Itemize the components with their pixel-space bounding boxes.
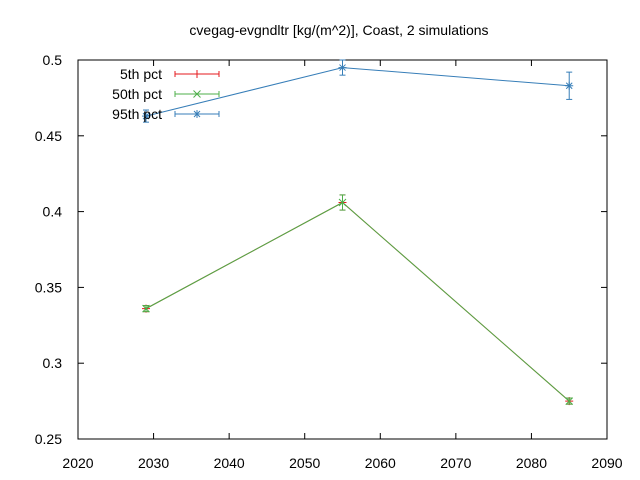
y-tick-label: 0.4 (43, 204, 63, 220)
marker-stroke (565, 397, 574, 405)
y-tick-label: 0.35 (35, 279, 62, 295)
chart-title: cvegag-evgndltr [kg/(m^2)], Coast, 2 sim… (189, 22, 488, 38)
legend-label: 50th pct (112, 86, 162, 102)
x-tick-label: 2040 (214, 455, 245, 471)
x-tick-label: 2020 (62, 455, 93, 471)
y-tick-label: 0.45 (35, 128, 62, 144)
x-tick-label: 2060 (365, 455, 396, 471)
legend-item: 5th pct (120, 66, 220, 82)
x-tick-label: 2030 (138, 455, 169, 471)
legend-item: 50th pct (112, 86, 220, 102)
series-line (145, 201, 570, 402)
legend-marker (193, 110, 201, 118)
legend-label: 95th pct (112, 106, 162, 122)
y-tick-label: 0.25 (35, 431, 62, 447)
data-point (565, 397, 574, 405)
axes: 2020 2030 2040 2050 2060 2070 2080 2090 0.25 0.3 0… (35, 52, 623, 471)
x-tick-label: 2090 (591, 455, 622, 471)
data-point (565, 81, 574, 90)
legend-item: 95th pct (112, 106, 220, 122)
y-tick-label: 0.5 (43, 52, 63, 68)
y-tick-label: 0.3 (43, 355, 63, 371)
marker-stroke (338, 198, 347, 207)
series-line (145, 67, 570, 117)
data-point (142, 112, 151, 121)
marker-stroke (142, 112, 150, 120)
series-layer (142, 59, 574, 406)
x-tick-label: 2070 (440, 455, 471, 471)
data-point (142, 304, 150, 313)
marker-stroke (565, 82, 573, 90)
series-1 (142, 194, 574, 406)
legend-marker (193, 90, 201, 98)
marker-stroke (339, 64, 346, 71)
legend-marker (193, 70, 201, 78)
data-point (338, 63, 347, 72)
marker-stroke (193, 90, 201, 98)
series-line (145, 201, 570, 402)
x-tick-label: 2050 (289, 455, 320, 471)
series-2 (142, 194, 574, 405)
data-point (338, 198, 347, 207)
x-tick-label: 2080 (516, 455, 547, 471)
marker-stroke (193, 110, 201, 118)
legend: 5th pct 50th pct 95th pct (112, 66, 220, 122)
marker-stroke (142, 304, 150, 313)
series-3 (142, 59, 574, 123)
legend-label: 5th pct (120, 66, 162, 82)
